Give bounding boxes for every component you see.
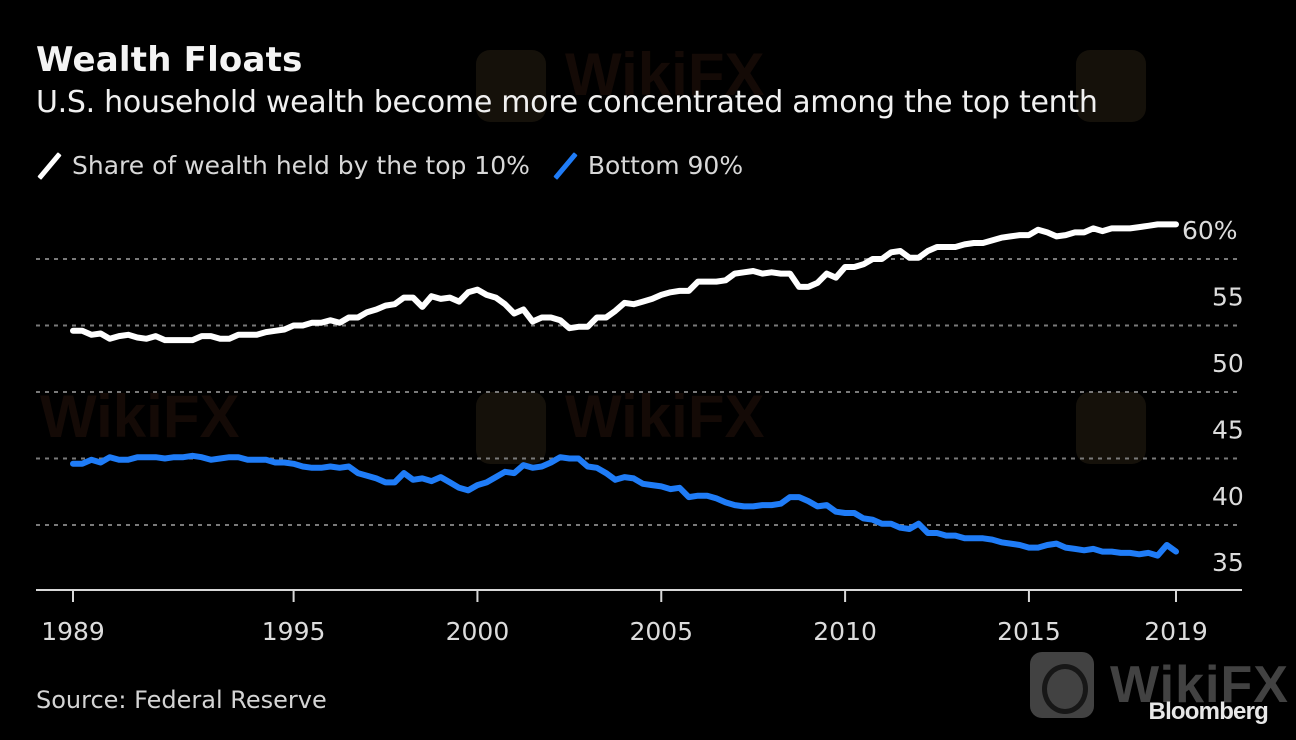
x-tick-label: 2019 [1144,617,1208,646]
y-tick-label: 35 [1212,548,1244,577]
watermark-logo-faint [476,392,546,464]
wikifx-text: WikiFX [1110,656,1289,714]
x-tick-label: 1989 [41,617,105,646]
series-line-bottom90 [70,452,1179,559]
bloomberg-logo: Bloomberg [1148,698,1269,725]
x-tick-label: 1995 [262,617,326,646]
legend-item-bottom90: Bottom 90% [552,150,743,180]
watermark-text-faint: WikiFX [565,41,765,108]
legend-item-top10: Share of wealth held by the top 10% [36,150,530,180]
wikifx-watermark: WikiFX [1030,652,1289,718]
legend-label: Bottom 90% [587,150,744,180]
y-tick-label: 55 [1212,283,1244,312]
x-tick-label: 2000 [446,617,510,646]
chart-title: Wealth Floats [36,40,303,80]
x-tick-label: 2010 [813,617,877,646]
series-line-top10 [70,221,1179,344]
legend-label: Share of wealth held by the top 10% [72,150,530,180]
x-tick-label: 2005 [629,617,693,646]
legend: Share of wealth held by the top 10% Bott… [36,150,765,180]
source-note: Source: Federal Reserve [36,686,327,714]
watermark-logo-faint [1076,50,1146,122]
watermark-logo-faint [476,50,546,122]
watermark-text-faint: WikiFX [565,383,765,450]
watermark-text-faint: WikiFX [40,383,240,450]
x-tick-label: 2015 [997,617,1061,646]
chart-subtitle: U.S. household wealth become more concen… [36,85,1098,120]
y-tick-label: 40 [1212,482,1244,511]
y-tick-label: 50 [1212,349,1244,378]
watermark-logo-faint [1076,392,1146,464]
y-tick-label: 60% [1182,216,1238,245]
wikifx-logo-icon [1030,652,1094,718]
y-tick-label: 45 [1212,416,1244,445]
